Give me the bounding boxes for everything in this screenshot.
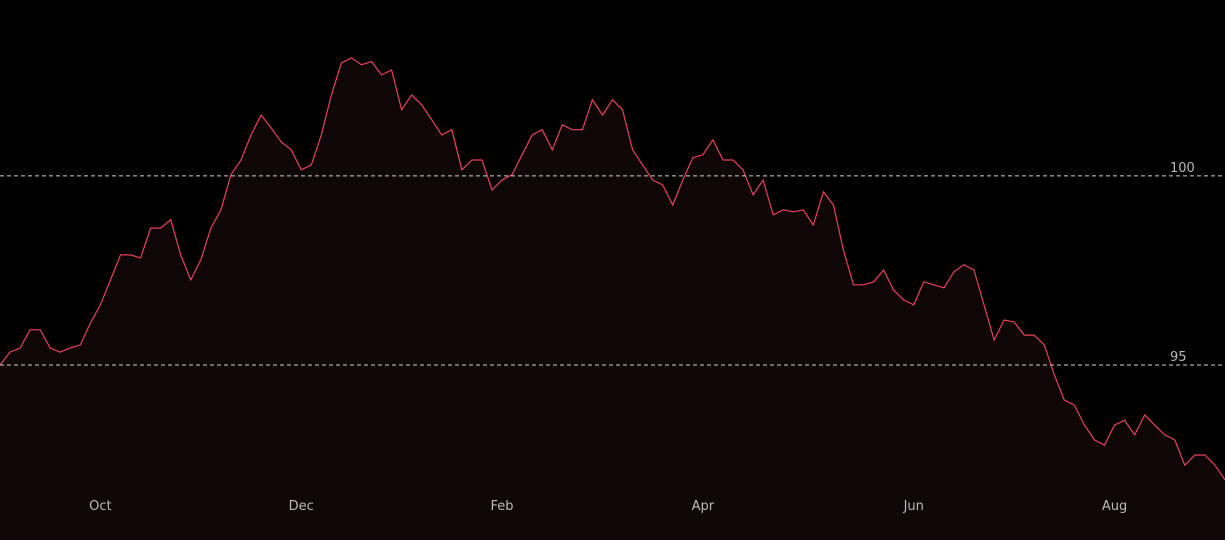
y-tick-label: 100 bbox=[1170, 161, 1195, 176]
line bbox=[0, 57, 1225, 481]
x-tick-label: Jun bbox=[903, 499, 924, 514]
x-tick-label: Feb bbox=[491, 499, 514, 514]
x-tick-label: Aug bbox=[1102, 499, 1127, 514]
x-tick-label: Apr bbox=[692, 499, 715, 514]
x-tick-label: Oct bbox=[89, 499, 111, 514]
area bbox=[0, 57, 1225, 540]
x-tick-label: Dec bbox=[289, 499, 314, 514]
y-tick-label: 95 bbox=[1170, 350, 1187, 365]
